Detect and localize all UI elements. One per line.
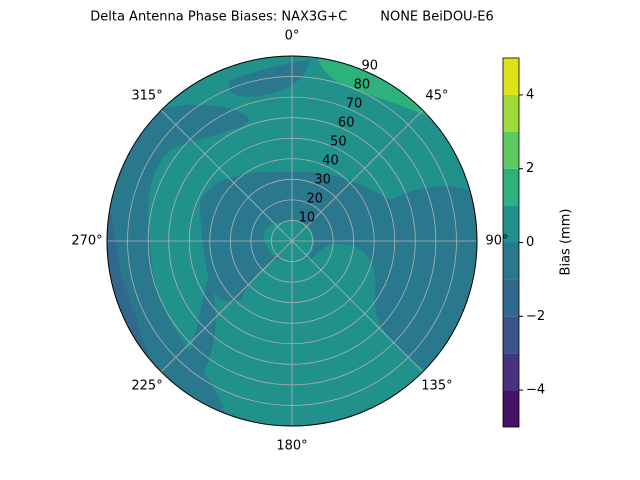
colorbar-band — [503, 131, 519, 169]
radial-tick-label: 40 — [322, 154, 339, 169]
angular-grid-line — [160, 240, 293, 373]
angular-tick-label: 45° — [425, 89, 448, 104]
polar-frame — [106, 55, 478, 427]
radial-tick-label: 70 — [346, 97, 363, 112]
colorbar-band — [503, 279, 519, 317]
colorbar-band — [503, 205, 519, 243]
radial-tick-label: 10 — [299, 211, 316, 226]
angular-tick-label: 225° — [131, 378, 162, 393]
colorbar-tick-label: 4 — [526, 87, 534, 102]
colorbar-band — [503, 353, 519, 391]
radial-tick-label: 50 — [330, 135, 347, 150]
radial-tick-label: 80 — [354, 78, 371, 93]
angular-grid-line — [291, 240, 424, 373]
colorbar-band — [503, 94, 519, 132]
colorbar-tick-label: −2 — [526, 309, 545, 324]
colorbar-tick-label: −4 — [526, 383, 545, 398]
colorbar-tick-label: 2 — [526, 161, 534, 176]
radial-tick-label: 30 — [314, 173, 331, 188]
angular-tick-label: 315° — [131, 89, 162, 104]
angular-tick-label: 135° — [421, 378, 452, 393]
colorbar: −4 −2 0 2 4 — [502, 57, 545, 428]
angular-grid-line — [160, 109, 293, 242]
colorbar-band — [503, 168, 519, 206]
grid — [106, 55, 478, 427]
colorbar-band — [503, 390, 519, 427]
angular-tick-label: 270° — [71, 234, 102, 249]
radial-tick-label: 20 — [306, 192, 323, 207]
angular-tick-label: 0° — [285, 29, 300, 44]
chart-title: Delta Antenna Phase Biases: NAX3G+C NONE… — [90, 10, 494, 25]
colorbar-label: Bias (mm) — [559, 209, 574, 276]
angular-grid-line — [291, 109, 424, 242]
radial-tick-label: 90 — [362, 59, 379, 74]
radial-tick-label: 60 — [338, 116, 355, 131]
colorbar-band — [503, 242, 519, 280]
angular-tick-label: 180° — [276, 439, 307, 454]
angular-tick-label: 90° — [485, 234, 508, 249]
colorbar-tick-label: 0 — [526, 235, 534, 250]
colorbar-band — [503, 58, 519, 95]
colorbar-band — [503, 316, 519, 354]
